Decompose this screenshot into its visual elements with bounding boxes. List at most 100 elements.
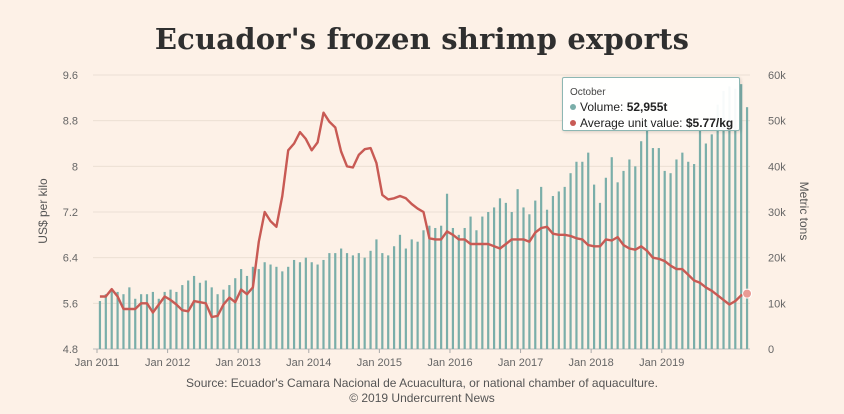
right-tick-label: 30k (768, 207, 786, 219)
volume-bar (181, 285, 184, 349)
volume-bar (487, 212, 490, 349)
source-note: Source: Ecuador's Camara Nacional de Acu… (186, 376, 658, 390)
volume-bar (351, 255, 355, 349)
volume-bar (451, 227, 455, 349)
volume-bar (416, 241, 419, 349)
x-axis-ticks: Jan 2011 Jan 2012 Jan 2013 Jan 2014 Jan 2015… (75, 349, 684, 369)
volume-bar (728, 86, 731, 350)
volume-bar (410, 239, 413, 349)
volume-bar (516, 189, 519, 349)
right-axis-ticks: 60k 50k 40k 30k 20k 10k 0 (768, 70, 786, 356)
volume-bar (287, 266, 290, 349)
volume-bar (457, 234, 460, 349)
volume-bar (363, 257, 366, 349)
volume-bar (434, 227, 437, 349)
x-tick-label: Jan 2012 (145, 357, 190, 369)
volume-bar (234, 278, 237, 349)
volume-bar (669, 173, 672, 349)
volume-bar (198, 282, 202, 349)
volume-bar (428, 225, 431, 349)
volume-bar (522, 207, 525, 349)
x-tick-label: Jan 2019 (639, 357, 684, 369)
volume-bar (381, 253, 384, 349)
unit-value-line (99, 111, 748, 319)
volume-bar (675, 159, 678, 349)
volume-bar (481, 216, 484, 349)
tooltip-unit-label: Average unit value: (580, 116, 683, 130)
tooltip-unit-row: Average unit value: $5.77/kg (570, 116, 733, 130)
volume-bar (551, 196, 555, 349)
volume-bar (392, 246, 396, 349)
x-tick-label: Jan 2015 (357, 357, 402, 369)
volume-bar (375, 239, 378, 349)
volume-bar (222, 289, 225, 349)
volume-bar (128, 287, 131, 349)
volume-bar (563, 186, 566, 349)
volume-bar (540, 186, 543, 349)
volume-bar (340, 248, 343, 349)
volume-bar (604, 177, 607, 349)
volume-bar (645, 120, 649, 350)
volume-bar (257, 269, 260, 349)
volume-bar (116, 291, 119, 349)
volume-bar (722, 90, 725, 349)
volume-bar (322, 259, 325, 349)
left-tick-label: 4.8 (63, 344, 78, 356)
volume-bar (710, 134, 713, 349)
volume-bar (745, 107, 749, 349)
volume-bar (687, 161, 690, 349)
volume-bar (498, 198, 502, 349)
unit-value-line-layer (99, 111, 753, 319)
volume-bar (122, 294, 125, 349)
volume-bar (245, 275, 249, 349)
volume-bar (269, 264, 272, 349)
right-axis-title: Metric tons (797, 182, 811, 241)
left-tick-label: 6.4 (63, 253, 78, 265)
volume-bar (534, 200, 537, 349)
right-tick-label: 60k (768, 70, 786, 82)
left-tick-label: 5.6 (63, 298, 78, 310)
volume-bar (98, 301, 102, 349)
volume-bar (528, 214, 531, 349)
volume-bar (281, 271, 284, 349)
volume-bar (316, 264, 319, 349)
volume-bar (357, 253, 360, 349)
volume-bar (575, 161, 578, 349)
volume-bar (628, 159, 631, 349)
x-tick-label: Jan 2018 (569, 357, 614, 369)
copyright-note: © 2019 Undercurrent News (349, 391, 495, 405)
volume-bar (469, 216, 472, 349)
volume-bar (140, 294, 143, 349)
volume-bar (463, 227, 466, 349)
volume-bar (475, 230, 478, 349)
volume-bar (422, 230, 425, 349)
volume-bar (510, 212, 513, 349)
left-axis-title: US$ per kilo (36, 178, 50, 244)
volume-bar (657, 148, 660, 349)
volume-bar (304, 257, 307, 349)
volume-bar (175, 291, 178, 349)
volume-bar (334, 253, 337, 349)
left-tick-label: 8.8 (63, 116, 78, 128)
tooltip-unit-value: $5.77/kg (685, 116, 734, 130)
volume-bar (169, 289, 172, 349)
volume-bar (440, 225, 443, 349)
volume-bar (651, 148, 655, 349)
x-tick-label: Jan 2016 (427, 357, 472, 369)
right-tick-label: 0 (768, 344, 774, 356)
x-tick-label: Jan 2014 (286, 357, 331, 369)
volume-bar (387, 255, 390, 349)
x-tick-label: Jan 2013 (216, 357, 261, 369)
chart-title: Ecuador's frozen shrimp exports (154, 22, 690, 56)
volume-bar (557, 191, 560, 349)
volume-bar (134, 298, 137, 349)
hover-marker (742, 288, 753, 299)
volume-bar (610, 157, 613, 349)
volume-bar (587, 152, 590, 349)
volume-bar (545, 209, 549, 349)
volume-bar (734, 88, 737, 349)
volume-bar (504, 202, 507, 349)
volume-bar (104, 294, 107, 349)
